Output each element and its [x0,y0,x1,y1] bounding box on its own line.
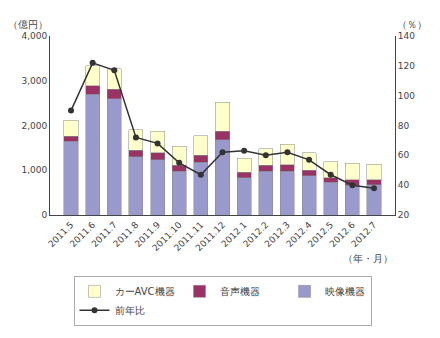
svg-text:2012.3: 2012.3 [263,220,292,249]
svg-text:40: 40 [398,180,410,190]
svg-text:140: 140 [398,31,415,41]
svg-text:2012.5: 2012.5 [306,220,335,249]
svg-text:2011.8: 2011.8 [111,220,141,250]
svg-text:2011.7: 2011.7 [90,220,119,249]
svg-text:60: 60 [398,150,410,160]
svg-text:4,000: 4,000 [21,31,47,41]
svg-text:2011.5: 2011.5 [46,220,75,249]
svg-text:2012.6: 2012.6 [328,220,358,250]
svg-text:1,000: 1,000 [21,165,47,175]
svg-text:音声機器: 音声機器 [220,286,260,297]
svg-text:2011.11: 2011.11 [172,220,205,253]
svg-text:2012.7: 2012.7 [349,220,378,249]
svg-text:映像機器: 映像機器 [325,286,365,297]
svg-text:前年比: 前年比 [115,305,145,316]
svg-text:2011.6: 2011.6 [68,220,98,250]
svg-text:3,000: 3,000 [21,76,47,86]
svg-text:20: 20 [398,210,410,220]
svg-text:2011.9: 2011.9 [133,220,163,250]
svg-text:0: 0 [41,210,47,220]
svg-text:（年・月）: （年・月） [343,253,393,264]
svg-text:（億円）: （億円） [8,19,48,30]
svg-text:100: 100 [398,91,415,101]
svg-text:80: 80 [398,121,410,131]
svg-text:120: 120 [398,61,415,71]
svg-text:カーAVC機器: カーAVC機器 [115,286,175,297]
svg-text:2011.12: 2011.12 [194,220,227,253]
svg-text:2012.1: 2012.1 [219,220,248,249]
svg-text:2012.2: 2012.2 [241,220,270,249]
svg-text:2011.10: 2011.10 [150,220,184,254]
svg-text:（％）: （％） [397,19,427,30]
svg-text:2012.4: 2012.4 [284,220,314,250]
svg-text:2,000: 2,000 [21,121,47,131]
